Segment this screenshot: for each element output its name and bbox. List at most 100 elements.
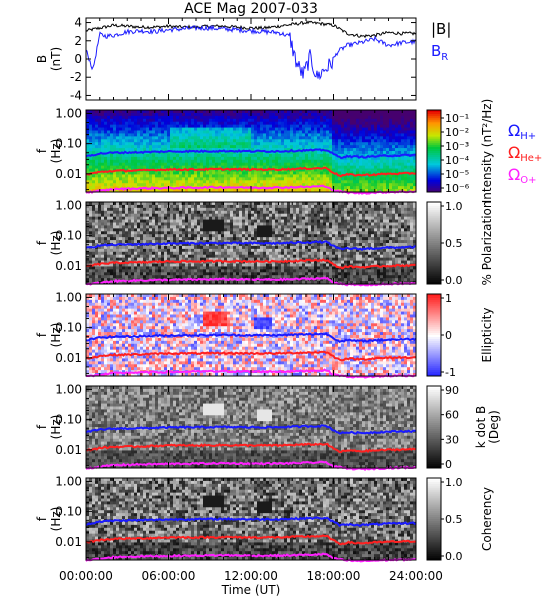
heatmap-cell	[116, 210, 120, 215]
heatmap-cell	[128, 189, 132, 193]
heatmap-cell	[263, 245, 267, 250]
heatmap-cell	[254, 210, 258, 215]
heatmap-cell	[182, 151, 186, 155]
heatmap-cell	[308, 165, 312, 169]
heatmap-cell	[218, 266, 222, 270]
heatmap-cell	[374, 133, 378, 137]
heatmap-cell	[173, 240, 177, 244]
heatmap-cell	[248, 248, 252, 253]
heatmap-cell	[227, 251, 231, 256]
heatmap-cell	[110, 204, 114, 209]
heatmap-cell	[197, 266, 201, 270]
heatmap-cell	[149, 127, 153, 131]
heatmap-cell	[173, 183, 177, 187]
heatmap-cell	[119, 121, 123, 126]
heatmap-cell	[236, 159, 240, 164]
heatmap-cell	[275, 171, 279, 175]
heatmap-cell	[239, 219, 243, 223]
heatmap-cell	[302, 168, 306, 172]
colorbar-swatch	[427, 148, 441, 152]
heatmap-cell	[113, 124, 117, 128]
heatmap-cell	[308, 180, 312, 184]
heatmap-cell	[200, 177, 204, 181]
heatmap-cell	[143, 124, 147, 128]
heatmap-cell	[119, 174, 123, 178]
heatmap-cell	[377, 174, 381, 178]
heatmap-cell	[350, 139, 354, 143]
heatmap-cell	[401, 142, 405, 146]
heatmap-cell	[341, 118, 345, 123]
heatmap-cell	[152, 115, 156, 120]
heatmap-cell	[386, 151, 390, 155]
heatmap-cell	[404, 124, 408, 128]
heatmap-cell	[128, 180, 132, 184]
heatmap-cell	[386, 115, 390, 120]
heatmap-cell	[167, 156, 171, 161]
heatmap-cell	[113, 234, 117, 238]
heatmap-cell	[152, 145, 156, 149]
heatmap-cell	[200, 145, 204, 149]
heatmap-cell	[224, 257, 228, 261]
heatmap-cell	[149, 257, 153, 261]
heatmap-cell	[269, 142, 273, 146]
heatmap-cell	[389, 142, 393, 146]
heatmap-cell	[230, 180, 234, 184]
heatmap-cell	[188, 115, 192, 120]
heatmap-cell	[260, 237, 264, 241]
heatmap-cell	[242, 275, 246, 279]
heatmap-cell	[248, 234, 252, 238]
heatmap-cell	[275, 213, 279, 218]
heatmap-cell	[164, 237, 168, 241]
heatmap-cell	[323, 180, 327, 184]
heatmap-cell	[143, 222, 147, 226]
heatmap-cell	[143, 148, 147, 152]
heatmap-cell	[128, 254, 132, 259]
heatmap-cell	[371, 156, 375, 161]
heatmap-cell	[251, 156, 255, 161]
heatmap-cell	[380, 112, 384, 117]
heatmap-cell	[308, 174, 312, 178]
heatmap-cell	[122, 248, 126, 253]
heatmap-cell	[230, 204, 234, 209]
heatmap-cell	[221, 162, 225, 167]
heatmap-cell	[278, 219, 282, 223]
heatmap-cell	[332, 151, 336, 155]
heatmap-cell	[161, 245, 165, 250]
heatmap-cell	[266, 156, 270, 161]
heatmap-cell	[233, 254, 237, 259]
heatmap-cell	[167, 115, 171, 120]
heatmap-cell	[128, 127, 132, 131]
heatmap-cell	[185, 254, 189, 259]
heatmap-cell	[209, 257, 213, 261]
heatmap-cell	[173, 216, 177, 220]
heatmap-cell	[152, 189, 156, 193]
heatmap-cell	[389, 124, 393, 128]
heatmap-cell	[242, 210, 246, 215]
heatmap-cell	[257, 222, 261, 226]
heatmap-cell	[269, 156, 273, 161]
heatmap-cell	[320, 171, 324, 175]
heatmap-cell	[266, 202, 270, 206]
heatmap-cell	[197, 281, 201, 285]
heatmap-cell	[125, 133, 129, 137]
heatmap-cell	[329, 171, 333, 175]
heatmap-cell	[107, 204, 111, 209]
heatmap-cell	[239, 263, 243, 267]
heatmap-cell	[197, 127, 201, 131]
heatmap-cell	[365, 174, 369, 178]
heatmap-cell	[260, 142, 264, 146]
heatmap-cell	[221, 222, 225, 226]
heatmap-cell	[221, 177, 225, 181]
heatmap-cell	[239, 174, 243, 178]
heatmap-cell	[266, 248, 270, 253]
heatmap-cell	[245, 162, 249, 167]
heatmap-cell	[131, 189, 135, 193]
heatmap-cell	[233, 272, 237, 276]
heatmap-cell	[221, 234, 225, 238]
heatmap-cell	[137, 257, 141, 261]
heatmap-cell	[302, 115, 306, 120]
heatmap-cell	[413, 168, 417, 172]
heatmap-cell	[302, 112, 306, 117]
heatmap-cell	[182, 115, 186, 120]
heatmap-cell	[347, 139, 351, 143]
